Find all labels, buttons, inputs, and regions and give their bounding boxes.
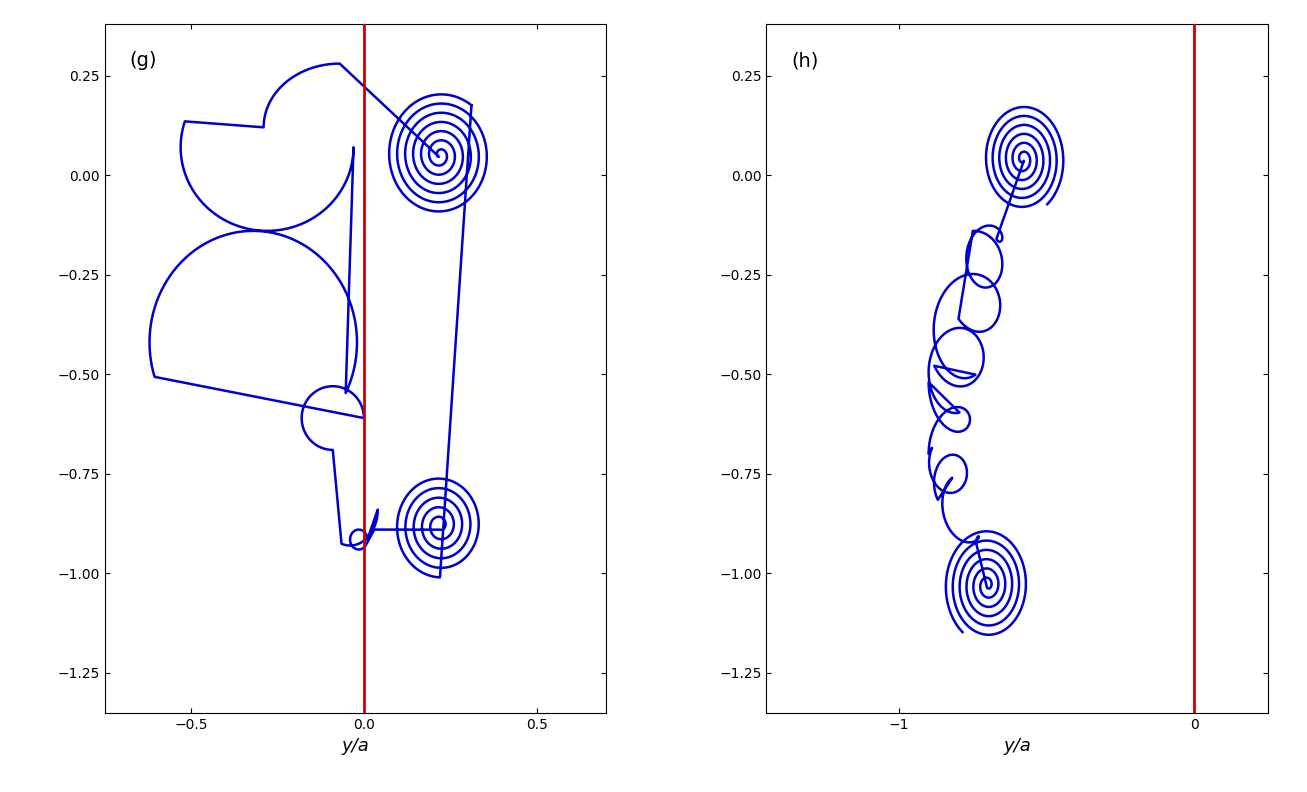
Text: (g): (g) <box>129 51 157 70</box>
Text: (h): (h) <box>792 51 819 70</box>
X-axis label: y/a: y/a <box>341 737 369 756</box>
X-axis label: y/a: y/a <box>1004 737 1031 756</box>
